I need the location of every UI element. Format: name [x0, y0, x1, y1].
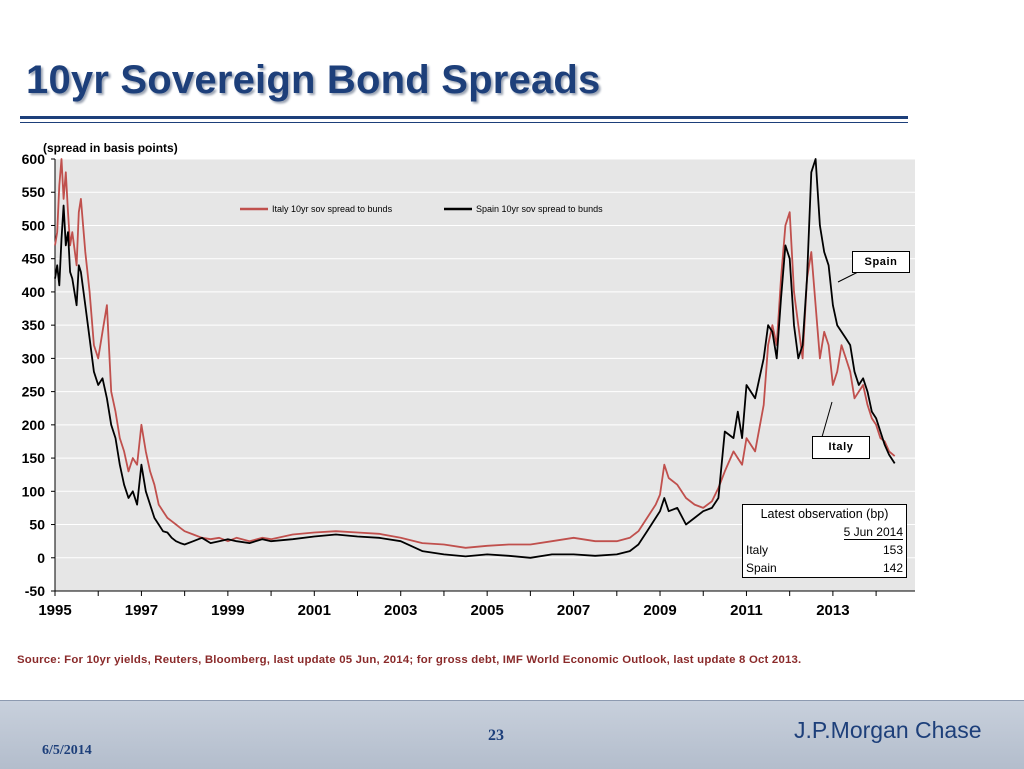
y-tick-label: 200	[22, 417, 46, 433]
x-tick-label: 2003	[384, 602, 417, 619]
y-tick-label: 250	[22, 384, 46, 400]
slide-footer: 6/5/2014 23 J.P.Morgan Chase	[0, 700, 1024, 769]
x-tick-label: 2007	[557, 602, 590, 619]
latest-row-italy: Italy 153	[743, 541, 906, 559]
x-tick-label: 1997	[125, 602, 158, 619]
y-unit-label: (spread in basis points)	[43, 141, 178, 155]
page-number: 23	[488, 727, 504, 744]
latest-observation-header: Latest observation (bp)	[760, 507, 889, 521]
legend: Italy 10yr sov spread to bunds Spain 10y…	[240, 204, 603, 214]
latest-row-value: 142	[882, 561, 903, 575]
y-tick-label: 550	[22, 184, 46, 200]
title-underline-thick	[20, 116, 908, 119]
gridlines	[55, 158, 915, 592]
y-tick-label: 450	[22, 251, 46, 267]
y-tick-label: 300	[22, 350, 46, 366]
legend-italy-label: Italy 10yr sov spread to bunds	[272, 204, 393, 214]
italy-callout-pointer	[821, 401, 833, 438]
brand-logo-text: J.P.Morgan Chase	[794, 717, 982, 743]
x-tick-label: 1999	[211, 602, 244, 619]
footer-date: 6/5/2014	[42, 743, 92, 758]
x-tick-label: 2009	[643, 602, 676, 619]
latest-row-label: Spain	[746, 561, 777, 575]
y-tick-label: -50	[25, 583, 45, 599]
spain-series-line	[54, 158, 896, 559]
latest-observation-table: Latest observation (bp) 5 Jun 2014 Italy…	[742, 504, 907, 578]
axes: -50 0 50 100 150 200 250 300 350 400 450 500 550 600 1…	[22, 151, 915, 619]
x-tick-label: 2001	[298, 602, 331, 619]
source-note: Source: For 10yr yields, Reuters, Bloomb…	[17, 654, 802, 666]
latest-observation-date: 5 Jun 2014	[843, 525, 903, 540]
y-tick-label: 50	[29, 517, 45, 533]
y-tick-label: 150	[22, 450, 46, 466]
x-tick-label: 2011	[730, 602, 763, 619]
y-tick-label: 600	[22, 151, 46, 167]
y-tick-label: 0	[37, 550, 45, 566]
y-tick-label: 100	[22, 483, 46, 499]
latest-row-label: Italy	[746, 543, 769, 557]
latest-row-value: 153	[882, 543, 903, 557]
x-tick-label: 2005	[470, 602, 503, 619]
italy-callout: Italy	[812, 436, 870, 459]
legend-spain-label: Spain 10yr sov spread to bunds	[476, 204, 603, 214]
italy-series-line	[54, 158, 896, 549]
y-tick-label: 400	[22, 284, 46, 300]
title-underline-thin	[20, 122, 908, 123]
y-tick-label: 350	[22, 317, 46, 333]
series-lines	[54, 158, 896, 559]
x-tick-label: 2013	[816, 602, 849, 619]
spain-callout: Spain	[852, 251, 910, 273]
y-tick-label: 500	[22, 217, 46, 233]
x-tick-label: 1995	[38, 602, 71, 619]
latest-row-spain: Spain 142	[743, 559, 906, 577]
slide-title: 10yr Sovereign Bond Spreads	[26, 58, 601, 102]
